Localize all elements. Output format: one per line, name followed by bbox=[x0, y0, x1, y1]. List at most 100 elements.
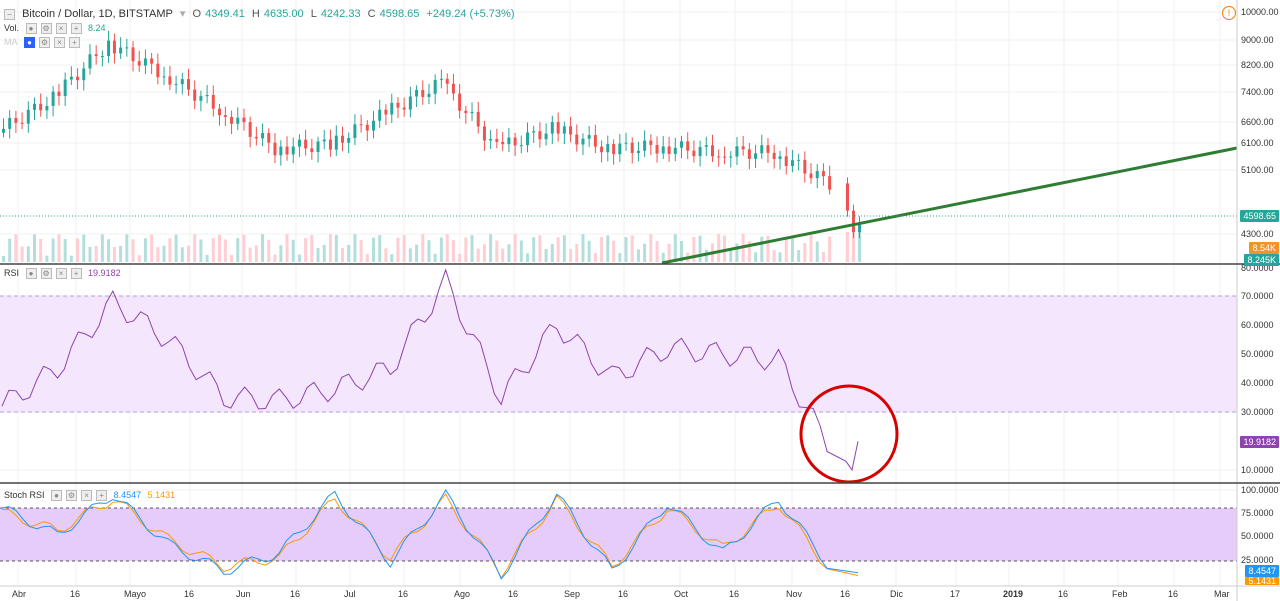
vol-label[interactable]: Vol. bbox=[4, 23, 20, 33]
stoch-tick: 75.0000 bbox=[1241, 508, 1274, 518]
volume-bar bbox=[156, 247, 160, 262]
vol-ma-tag: 8.54K bbox=[1249, 242, 1279, 254]
chevron-down-icon[interactable]: ▾ bbox=[179, 8, 186, 20]
volume-bar bbox=[821, 251, 825, 262]
volume-bar bbox=[51, 238, 55, 262]
gear-icon[interactable]: ⚙ bbox=[40, 268, 52, 280]
candle-body bbox=[26, 109, 30, 124]
stoch-k-value: 8.4547 bbox=[113, 490, 142, 500]
candle-body bbox=[384, 109, 388, 115]
candle-body bbox=[328, 139, 332, 150]
time-tick: 16 bbox=[508, 589, 519, 599]
candle-body bbox=[20, 122, 24, 124]
volume-bar bbox=[667, 243, 671, 262]
trend-line bbox=[661, 146, 1238, 265]
candle-body bbox=[334, 135, 338, 150]
volume-bar bbox=[600, 237, 604, 262]
time-tick: 16 bbox=[70, 589, 81, 599]
eye-icon[interactable]: ● bbox=[51, 490, 63, 502]
volume-bar bbox=[569, 248, 573, 262]
stoch-tick: 100.0000 bbox=[1241, 485, 1279, 495]
close-icon[interactable]: × bbox=[55, 23, 67, 35]
ma-label[interactable]: MA bbox=[4, 37, 18, 47]
stoch-d-line bbox=[1, 492, 859, 579]
volume-bar bbox=[673, 234, 677, 262]
candle-body bbox=[858, 222, 861, 233]
stoch-label[interactable]: Stoch RSI bbox=[4, 490, 45, 500]
time-tick: 16 bbox=[184, 589, 195, 599]
price-tick: 7400.00 bbox=[1241, 87, 1274, 97]
candle-body bbox=[156, 63, 160, 78]
more-icon[interactable]: + bbox=[96, 490, 108, 502]
volume-bar bbox=[20, 246, 24, 262]
candle-body bbox=[673, 147, 677, 154]
volume-bar bbox=[26, 246, 30, 262]
candle-body bbox=[304, 139, 308, 149]
volume-bar bbox=[550, 244, 554, 262]
candle-body bbox=[199, 96, 203, 101]
candle-body bbox=[433, 79, 437, 94]
candle-body bbox=[526, 132, 529, 146]
candle-body bbox=[341, 135, 344, 143]
more-icon[interactable]: + bbox=[69, 37, 81, 49]
time-tick: Abr bbox=[12, 589, 27, 599]
candle-body bbox=[760, 145, 764, 154]
candle-body bbox=[365, 124, 369, 131]
volume-bar bbox=[193, 234, 197, 262]
volume-bar bbox=[852, 232, 855, 262]
candle-body bbox=[322, 139, 326, 142]
price-tick: 4300.00 bbox=[1241, 229, 1274, 239]
candle-body bbox=[747, 149, 751, 159]
candle-body bbox=[704, 145, 708, 147]
candle-body bbox=[248, 122, 252, 137]
close-icon[interactable]: × bbox=[54, 37, 66, 49]
volume-bar bbox=[476, 248, 480, 262]
candle-body bbox=[729, 156, 733, 158]
candle-body bbox=[464, 110, 468, 114]
candle-body bbox=[347, 137, 351, 143]
gear-icon[interactable]: ⚙ bbox=[39, 37, 51, 49]
symbol-title[interactable]: Bitcoin / Dollar, 1D, BITSTAMP bbox=[22, 8, 173, 20]
more-icon[interactable]: + bbox=[70, 23, 82, 35]
price-tick: 6100.00 bbox=[1241, 138, 1274, 148]
eye-icon[interactable]: ● bbox=[24, 37, 36, 49]
candle-body bbox=[180, 79, 184, 85]
time-tick: 2019 bbox=[1003, 589, 1024, 599]
candle-body bbox=[396, 102, 400, 108]
gear-icon[interactable]: ⚙ bbox=[40, 23, 52, 35]
close-icon[interactable]: × bbox=[55, 268, 67, 280]
stoch-d-value: 5.1431 bbox=[147, 490, 176, 500]
volume-bar bbox=[273, 254, 277, 262]
more-icon[interactable]: + bbox=[70, 268, 82, 280]
rsi-label[interactable]: RSI bbox=[4, 268, 20, 278]
low-value: 4242.33 bbox=[320, 8, 361, 20]
volume-bar bbox=[451, 240, 455, 262]
candle-body bbox=[267, 133, 271, 143]
close-icon[interactable]: × bbox=[81, 490, 93, 502]
gear-icon[interactable]: ⚙ bbox=[66, 490, 78, 502]
volume-bar bbox=[470, 235, 474, 262]
volume-bar bbox=[501, 248, 505, 262]
volume-bar bbox=[778, 252, 782, 262]
alert-icon[interactable]: ! bbox=[1222, 6, 1236, 20]
volume-bar bbox=[723, 235, 727, 262]
rsi-legend: RSI ● ⚙ × + 19.9182 bbox=[4, 268, 125, 280]
candle-body bbox=[809, 173, 813, 179]
candle-body bbox=[242, 117, 246, 123]
volume-legend: Vol. ● ⚙ × + 8.24 bbox=[4, 23, 110, 35]
change-value: +249.24 (+5.73%) bbox=[426, 8, 515, 20]
candle-body bbox=[211, 94, 215, 109]
stoch-tick: 25.0000 bbox=[1241, 555, 1274, 565]
candle-body bbox=[772, 152, 776, 160]
volume-bar bbox=[267, 239, 271, 262]
candle-body bbox=[143, 58, 147, 66]
volume-bar bbox=[218, 234, 221, 262]
volume-bar bbox=[649, 234, 653, 262]
rsi-value: 19.9182 bbox=[88, 268, 121, 278]
collapse-icon[interactable]: − bbox=[4, 8, 15, 20]
eye-icon[interactable]: ● bbox=[25, 23, 37, 35]
candle-body bbox=[544, 133, 548, 140]
eye-icon[interactable]: ● bbox=[25, 268, 37, 280]
candle-body bbox=[137, 61, 141, 66]
